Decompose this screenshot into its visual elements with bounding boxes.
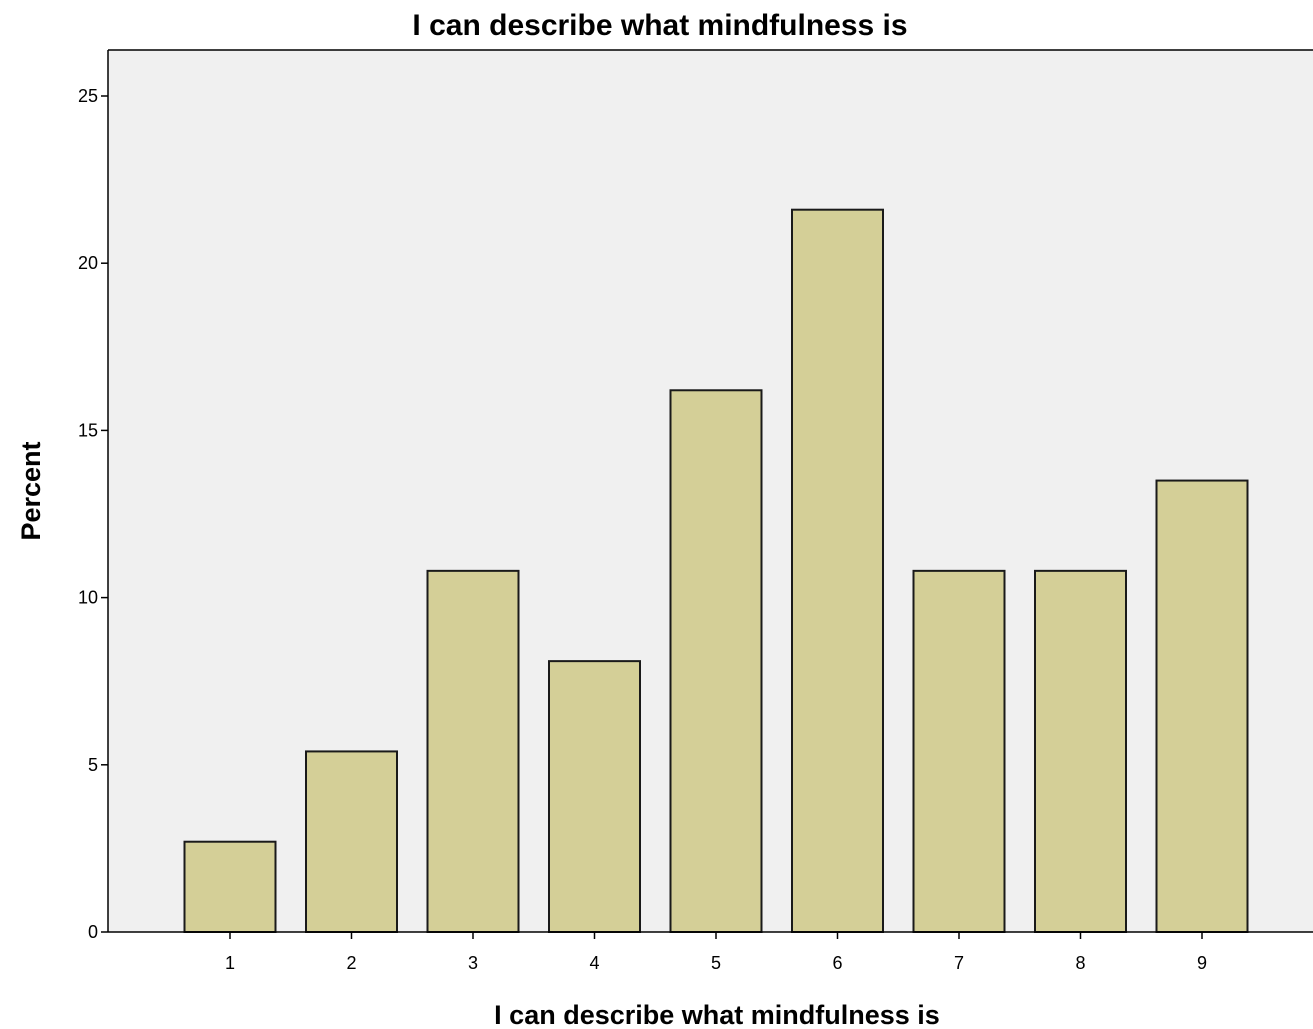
y-axis-label: Percent xyxy=(16,441,46,540)
x-axis-label: I can describe what mindfulness is xyxy=(494,1000,940,1029)
x-tick-label: 7 xyxy=(954,953,964,973)
y-tick-label: 25 xyxy=(78,86,98,106)
y-tick-label: 0 xyxy=(88,922,98,942)
x-tick-label: 3 xyxy=(468,953,478,973)
y-tick-label: 5 xyxy=(88,755,98,775)
bar-7 xyxy=(912,569,1006,934)
x-tick-label: 4 xyxy=(589,953,599,973)
y-tick-label: 20 xyxy=(78,253,98,273)
bar-2 xyxy=(305,750,398,934)
bar-6 xyxy=(791,208,884,934)
x-tick-label: 1 xyxy=(225,953,235,973)
bar-3 xyxy=(426,569,520,934)
x-tick-label: 5 xyxy=(711,953,721,973)
y-tick-label: 15 xyxy=(78,420,98,440)
bar-9 xyxy=(1155,479,1249,933)
bar-8 xyxy=(1034,569,1127,934)
x-tick-label: 8 xyxy=(1075,953,1085,973)
bar-5 xyxy=(669,389,763,934)
x-axis: 1 2 3 4 5 6 7 8 9 xyxy=(108,931,1313,973)
y-tick-label: 10 xyxy=(78,588,98,608)
x-tick-label: 6 xyxy=(832,953,842,973)
x-tick-label: 9 xyxy=(1197,953,1207,973)
bars-group xyxy=(183,208,1249,934)
y-axis: 0 5 10 15 20 25 xyxy=(78,50,109,942)
x-tick-label: 2 xyxy=(346,953,356,973)
bar-4 xyxy=(548,660,641,933)
bar-1 xyxy=(183,840,277,933)
chart-title: I can describe what mindfulness is xyxy=(412,9,907,42)
